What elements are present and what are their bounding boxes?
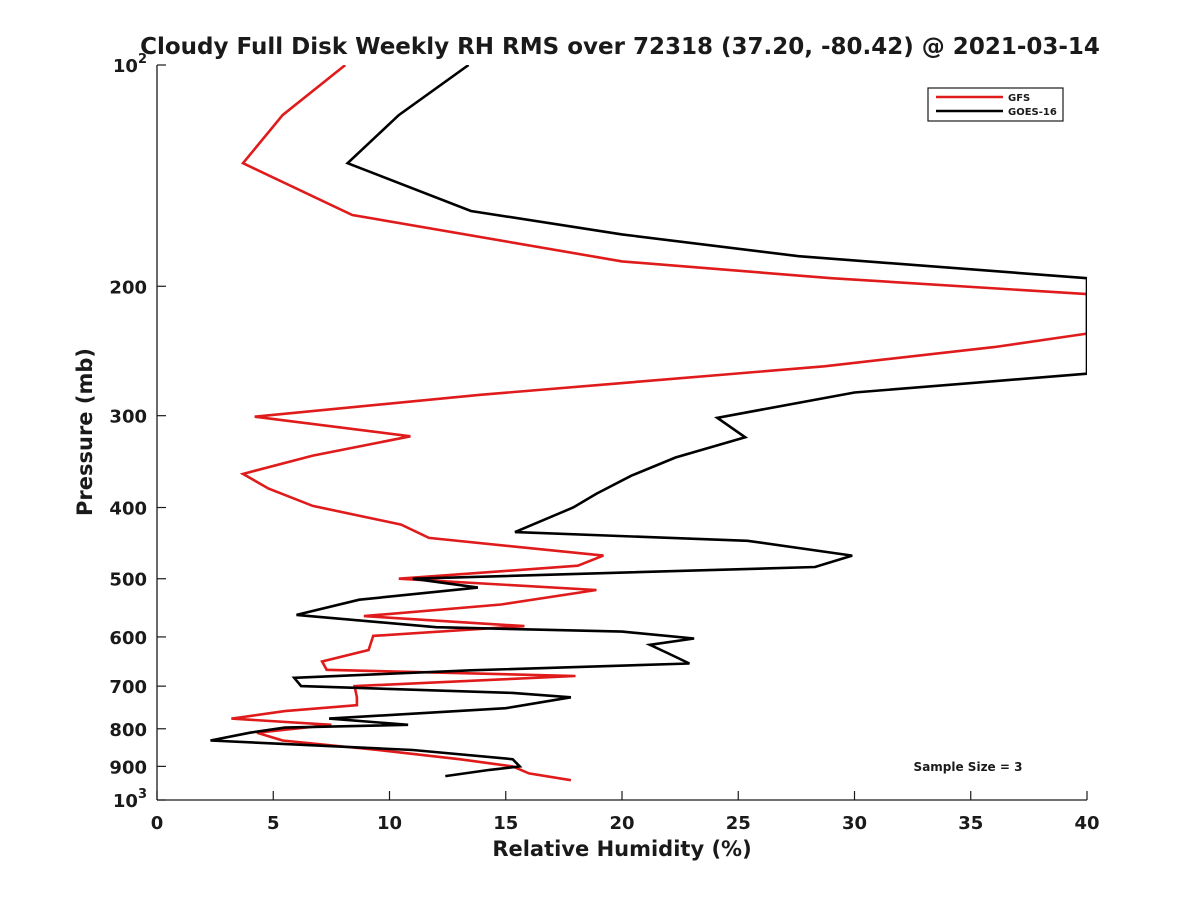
y-tick-label: 600 — [109, 628, 147, 649]
legend: GFS GOES-16 — [927, 87, 1064, 122]
legend-label-goes16: GOES-16 — [1008, 107, 1057, 118]
x-axis-label: Relative Humidity (%) — [492, 837, 751, 861]
y-tick-label: 400 — [109, 499, 147, 520]
series-line-gfs — [231, 65, 1087, 782]
x-tick-label: 35 — [958, 813, 983, 834]
x-tick-label: 15 — [493, 813, 518, 834]
y-tick-label: 300 — [109, 407, 147, 428]
chart-title: Cloudy Full Disk Weekly RH RMS over 7231… — [140, 34, 1100, 60]
x-tick-label: 10 — [377, 813, 402, 834]
y-tick-label: 103 — [113, 787, 147, 812]
legend-label-gfs: GFS — [1008, 93, 1030, 104]
y-axis-ticks: 102 200 300 400 500 600 700 800 900 103 — [109, 52, 166, 812]
series-layer — [210, 65, 1087, 782]
y-tick-label: 800 — [109, 720, 147, 741]
x-tick-label: 20 — [609, 813, 634, 834]
x-tick-label: 0 — [151, 813, 164, 834]
sample-size-annotation: Sample Size = 3 — [914, 760, 1023, 774]
legend-box — [927, 87, 1064, 122]
x-axis-ticks: 0 5 10 15 20 25 30 35 40 — [151, 791, 1100, 834]
x-tick-label: 40 — [1074, 813, 1099, 834]
y-tick-label: 700 — [109, 677, 147, 698]
x-tick-label: 30 — [842, 813, 867, 834]
y-axis-label: Pressure (mb) — [73, 348, 97, 516]
y-tick-label: 900 — [109, 757, 147, 778]
y-tick-label: 102 — [113, 52, 147, 77]
series-line-goes16 — [210, 65, 1087, 778]
x-tick-label: 5 — [267, 813, 280, 834]
y-tick-label: 500 — [109, 570, 147, 591]
x-tick-label: 25 — [726, 813, 751, 834]
y-tick-label: 200 — [109, 277, 147, 298]
